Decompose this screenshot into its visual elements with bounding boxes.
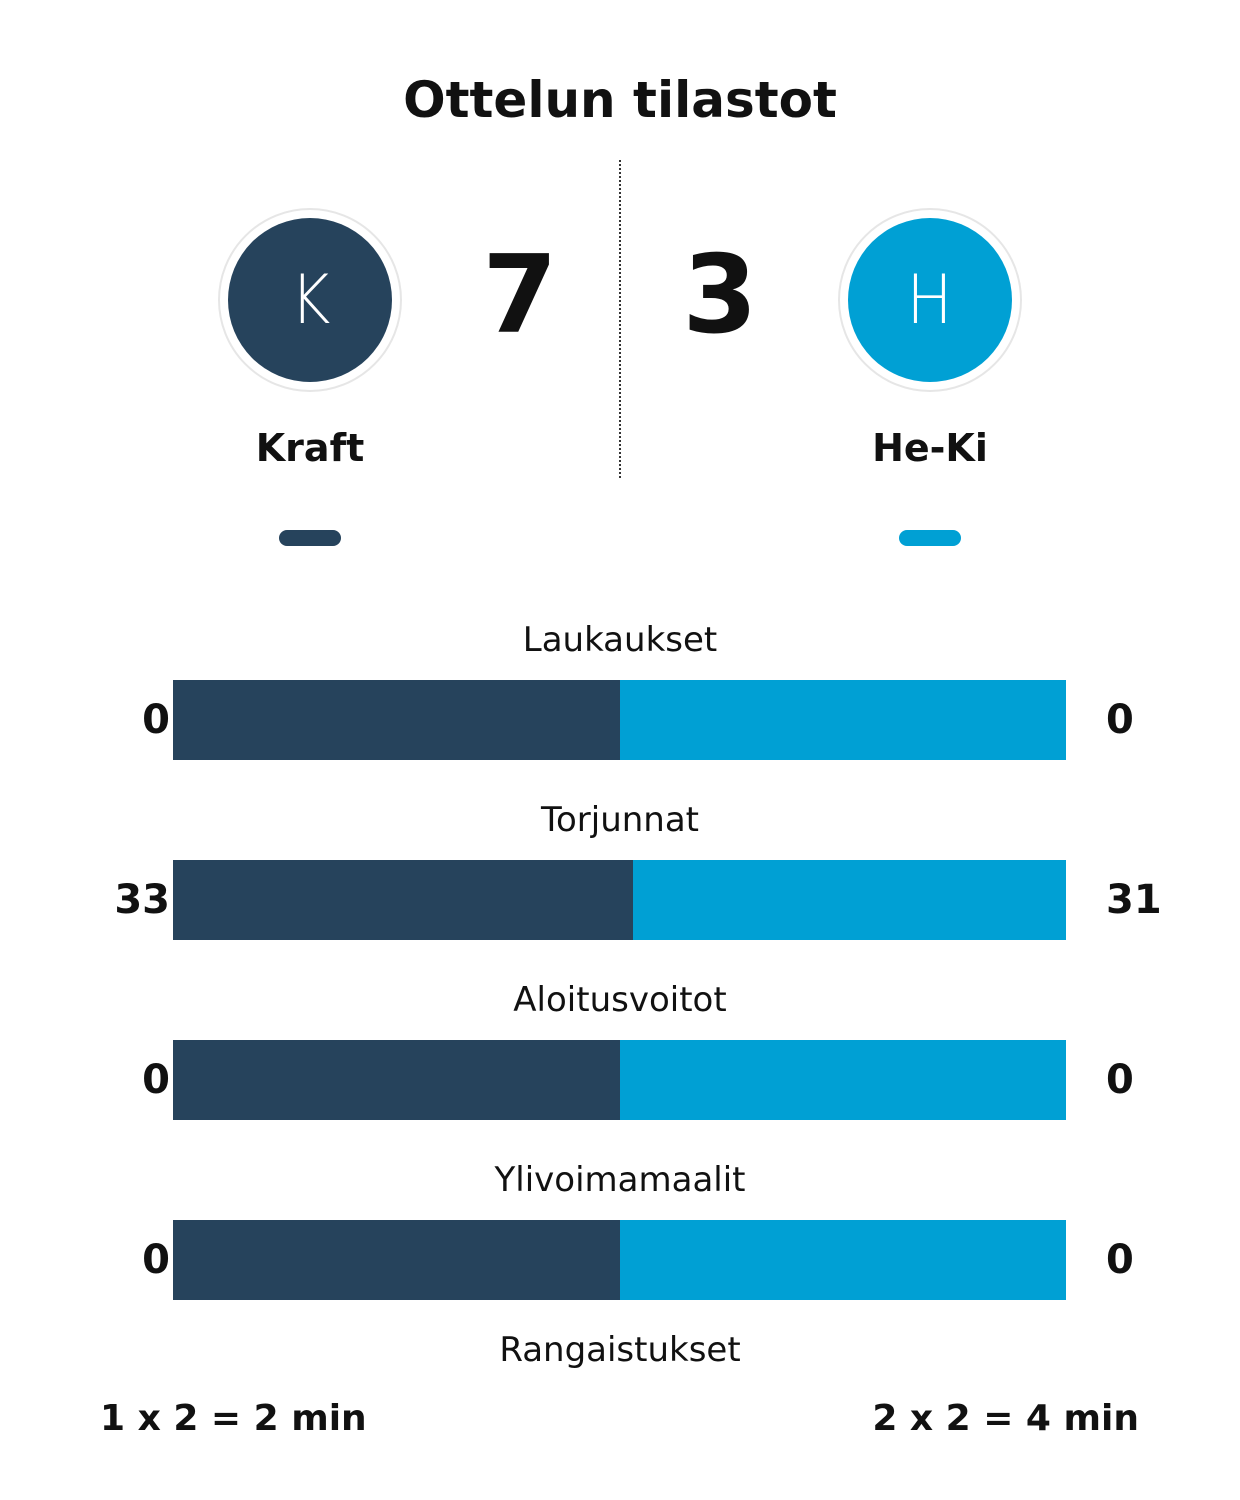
center-divider: [619, 160, 621, 478]
home-logo-initial: K: [289, 260, 331, 340]
stat-away-powerplay-goals: 0: [1106, 1237, 1134, 1283]
home-team-logo: K: [218, 208, 402, 392]
away-penalties: 2 x 2 = 4 min: [872, 1398, 1139, 1439]
stat-home-shots: 0: [142, 697, 170, 743]
stat-bar-faceoffs: [173, 1040, 1066, 1120]
stat-bar-away-faceoffs: [620, 1040, 1066, 1120]
stat-bar-powerplay-goals: [173, 1220, 1066, 1300]
stat-label-powerplay-goals: Ylivoimamaalit: [494, 1160, 746, 1200]
stat-bar-away-saves: [633, 860, 1066, 940]
stat-home-powerplay-goals: 0: [142, 1237, 170, 1283]
away-logo-circle: H: [848, 218, 1012, 382]
stat-bar-away-powerplay-goals: [620, 1220, 1066, 1300]
stat-bar-home-faceoffs: [173, 1040, 620, 1120]
page-title: Ottelun tilastot: [403, 71, 837, 129]
home-color-indicator: [279, 530, 341, 546]
stat-bar-home-powerplay-goals: [173, 1220, 620, 1300]
away-team-name: He-Ki: [872, 426, 988, 470]
away-color-indicator: [899, 530, 961, 546]
home-score: 7: [482, 233, 558, 358]
home-team-name: Kraft: [255, 426, 365, 470]
stat-home-saves: 33: [114, 877, 170, 923]
home-penalties: 1 x 2 = 2 min: [100, 1398, 367, 1439]
stat-home-faceoffs: 0: [142, 1057, 170, 1103]
stat-label-faceoffs: Aloitusvoitot: [513, 980, 727, 1020]
stat-away-shots: 0: [1106, 697, 1134, 743]
stat-away-faceoffs: 0: [1106, 1057, 1134, 1103]
stat-bar-away-shots: [620, 680, 1066, 760]
stat-label-penalties: Rangaistukset: [499, 1330, 741, 1370]
stat-bar-home-saves: [173, 860, 633, 940]
stat-label-saves: Torjunnat: [540, 800, 700, 840]
home-logo-circle: K: [228, 218, 392, 382]
stat-bar-saves: [173, 860, 1066, 940]
away-team-logo: H: [838, 208, 1022, 392]
stat-bar-home-shots: [173, 680, 620, 760]
away-logo-initial: H: [906, 260, 954, 340]
stat-away-saves: 31: [1106, 877, 1162, 923]
stat-label-shots: Laukaukset: [522, 620, 718, 660]
away-score: 3: [682, 233, 758, 358]
stat-bar-shots: [173, 680, 1066, 760]
